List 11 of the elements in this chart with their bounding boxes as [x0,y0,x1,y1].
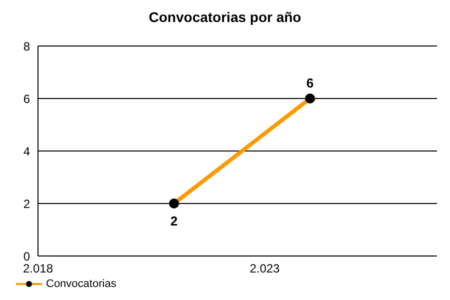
x-tick-label: 2.023 [250,262,280,276]
data-label: 6 [306,76,314,90]
data-label: 2 [170,214,178,228]
y-tick-label: 4 [23,144,30,158]
chart-title: Convocatorias por año [148,9,302,25]
y-tick-label: 8 [23,39,30,54]
y-tick-label: 2 [23,196,30,211]
legend-label: Convocatorias [45,278,116,290]
y-tick-label: 0 [23,249,30,264]
x-tick-label: 2.018 [22,262,54,276]
y-tick-label: 6 [23,92,30,106]
